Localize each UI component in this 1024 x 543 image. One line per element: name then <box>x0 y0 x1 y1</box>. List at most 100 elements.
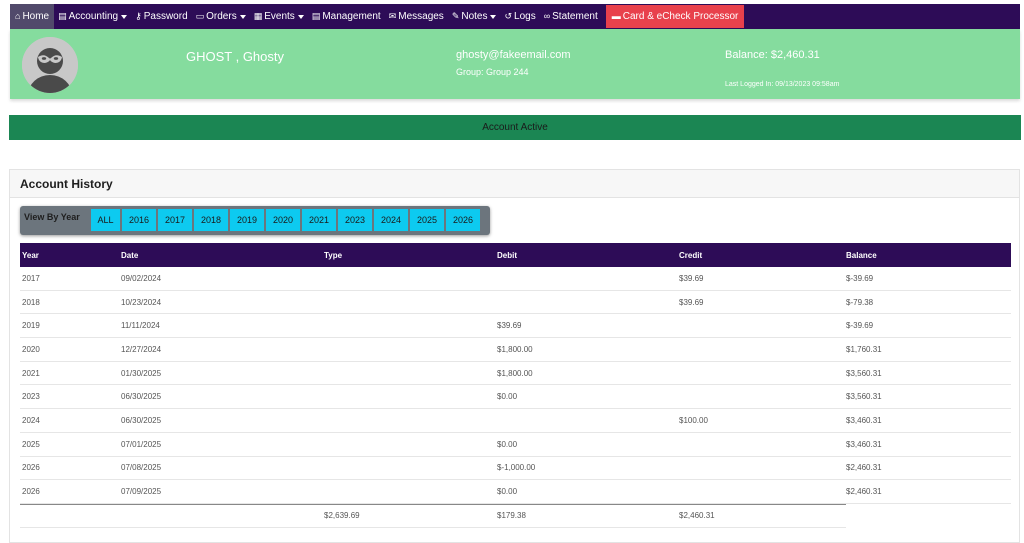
year-filter-group: View By Year ALL 2016 2017 2018 2019 2020 2021… <box>20 206 490 235</box>
cell-debit: $0.00 <box>497 439 518 449</box>
nav-item-notes[interactable]: ✎ Notes <box>448 4 501 29</box>
user-email: ghosty@fakeemail.com <box>456 49 571 61</box>
year-button-2026[interactable]: 2026 <box>446 209 480 231</box>
cell-year: 2023 <box>22 392 40 402</box>
year-button-2025[interactable]: 2025 <box>410 209 444 231</box>
cell-date: 10/23/2024 <box>121 297 162 307</box>
last-logged-in: Last Logged In: 09/13/2023 09:58am <box>725 81 840 88</box>
nav-item-management[interactable]: ▤ Management <box>308 4 385 29</box>
cell-balance: $3,560.31 <box>846 392 882 402</box>
avatar <box>22 37 78 93</box>
user-name: GHOST , Ghosty <box>186 49 285 64</box>
table-row: 2026 07/08/2025 $-1,000.00 $2,460.31 <box>20 457 1011 481</box>
cell-year: 2021 <box>22 368 40 378</box>
cell-year: 2020 <box>22 344 40 354</box>
cell-debit: $39.69 <box>497 321 522 331</box>
nav-item-label: Messages <box>398 11 444 22</box>
account-history-card: Account History View By Year ALL 2016 2017… <box>9 169 1020 543</box>
table-row: 2026 07/09/2025 $0.00 $2,460.31 <box>20 480 1011 504</box>
profile-banner: GHOST , Ghosty ghosty@fakeemail.com Grou… <box>10 29 1020 99</box>
year-button-all[interactable]: ALL <box>91 209 120 231</box>
column-header-balance: Balance <box>846 250 877 260</box>
cell-date: 07/01/2025 <box>121 439 162 449</box>
nav-item-messages[interactable]: ✉ Messages <box>385 4 448 29</box>
table-row: 2024 06/30/2025 $100.00 $3,460.31 <box>20 409 1011 433</box>
nav-item-accounting[interactable]: ▤ Accounting <box>54 4 131 29</box>
cell-balance: $2,460.31 <box>846 463 882 473</box>
home-icon: ⌂ <box>15 11 21 21</box>
cell-balance: $2,460.31 <box>846 487 882 497</box>
account-status-bar: Account Active <box>9 115 1021 140</box>
cell-year: 2025 <box>22 439 40 449</box>
card-echeck-processor-button[interactable]: ▬ Card & eCheck Processor <box>605 5 745 28</box>
table-row: 2017 09/02/2024 $39.69 $-39.69 <box>20 267 1011 291</box>
nav-item-label: Password <box>143 11 188 22</box>
nav-item-events[interactable]: ▦ Events <box>250 4 308 29</box>
nav-item-statement[interactable]: ∞ Statement <box>540 4 602 29</box>
table-row: 2019 11/11/2024 $39.69 $-39.69 <box>20 314 1011 339</box>
year-button-2024[interactable]: 2024 <box>374 209 408 231</box>
year-button-2018[interactable]: 2018 <box>194 209 228 231</box>
cell-balance: $1,760.31 <box>846 344 882 354</box>
account-status-text: Account Active <box>482 122 548 133</box>
year-button-2016[interactable]: 2016 <box>122 209 156 231</box>
column-header-debit: Debit <box>497 250 517 260</box>
cell-debit: $1,800.00 <box>497 368 533 378</box>
history-icon: ↺ <box>504 11 513 21</box>
link-icon: ∞ <box>543 11 551 21</box>
top-navbar: ⌂ Home ▤ Accounting ⚷ Password ▭ Orders ▦ Events ▤… <box>10 4 1020 29</box>
table-totals-row: $2,639.69 $179.38 $2,460.31 <box>20 503 846 528</box>
caret-down-icon <box>239 14 246 19</box>
nav-item-label: Statement <box>552 11 598 22</box>
year-button-2019[interactable]: 2019 <box>230 209 264 231</box>
nav-item-label: Logs <box>514 11 536 22</box>
caret-down-icon <box>490 14 497 19</box>
year-button-2017[interactable]: 2017 <box>158 209 192 231</box>
year-button-2023[interactable]: 2023 <box>338 209 372 231</box>
year-button-2021[interactable]: 2021 <box>302 209 336 231</box>
cell-balance: $-39.69 <box>846 273 874 283</box>
chat-icon: ✉ <box>388 11 397 21</box>
cell-year: 2026 <box>22 463 40 473</box>
cell-year: 2024 <box>22 415 40 425</box>
table-row: 2023 06/30/2025 $0.00 $3,560.31 <box>20 385 1011 410</box>
cell-debit: $-1,000.00 <box>497 463 536 473</box>
cell-date: 07/08/2025 <box>121 463 162 473</box>
cell-balance: $3,560.31 <box>846 368 882 378</box>
cell-balance: $3,460.31 <box>846 415 882 425</box>
user-group: Group: Group 244 <box>456 67 529 77</box>
nav-item-home[interactable]: ⌂ Home <box>10 4 55 29</box>
cell-credit: $39.69 <box>679 273 704 283</box>
nav-item-logs[interactable]: ↺ Logs <box>500 4 539 29</box>
cell-date: 09/02/2024 <box>121 273 162 283</box>
nav-item-label: Notes <box>461 11 488 22</box>
cell-credit: $100.00 <box>679 415 708 425</box>
cell-date: 11/11/2024 <box>121 321 160 331</box>
year-button-2020[interactable]: 2020 <box>266 209 300 231</box>
nav-item-label: Home <box>22 11 50 22</box>
caret-down-icon <box>121 14 128 19</box>
column-header-type: Type <box>324 250 343 260</box>
inbox-icon: ▭ <box>195 11 205 21</box>
account-history-table: Year Date Type Debit Credit Balance 2017… <box>20 243 1011 528</box>
cell-debit: $0.00 <box>497 392 518 402</box>
nav-item-label: Accounting <box>68 11 119 22</box>
document-icon: ▤ <box>58 11 67 21</box>
column-header-date: Date <box>121 250 139 260</box>
cell-debit: $0.00 <box>497 487 518 497</box>
nav-item-orders[interactable]: ▭ Orders <box>192 4 250 29</box>
table-body: 2017 09/02/2024 $39.69 $-39.69 2018 10/23/202… <box>20 267 1011 504</box>
column-header-year: Year <box>22 250 39 260</box>
cell-date: 06/30/2025 <box>121 415 162 425</box>
cell-date: 01/30/2025 <box>121 368 162 378</box>
account-balance: Balance: $2,460.31 <box>725 49 820 61</box>
cell-year: 2026 <box>22 487 40 497</box>
credit-card-icon: ▬ <box>611 11 621 21</box>
cell-debit: $1,800.00 <box>497 344 533 354</box>
year-filter-label: View By Year <box>24 212 80 222</box>
table-header-row: Year Date Type Debit Credit Balance <box>20 243 1011 267</box>
key-icon: ⚷ <box>135 11 142 21</box>
cell-credit: $39.69 <box>679 297 704 307</box>
nav-item-password[interactable]: ⚷ Password <box>131 4 192 29</box>
total-debit: $179.38 <box>497 511 526 521</box>
